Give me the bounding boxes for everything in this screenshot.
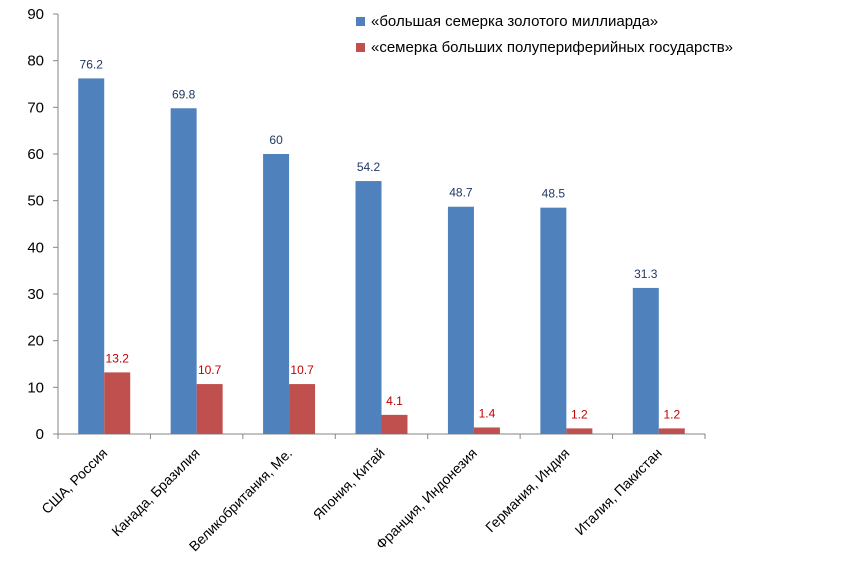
bar-golden-billion [632, 287, 659, 434]
data-label: 48.5 [542, 187, 566, 201]
y-tick-label: 80 [27, 53, 44, 70]
bar-semi-periphery [473, 427, 500, 434]
y-tick-label: 60 [27, 146, 44, 163]
bar-semi-periphery [104, 372, 131, 434]
data-label: 1.4 [479, 406, 496, 420]
legend-swatch [356, 43, 365, 52]
x-category-label: Япония, Китай [310, 445, 388, 523]
y-tick-label: 0 [36, 426, 44, 443]
legend-label: «семерка больших полупериферийных госуда… [371, 39, 733, 56]
x-category-label: Франция, Индонезия [373, 445, 480, 552]
bar-semi-periphery [196, 384, 223, 434]
y-tick-label: 40 [27, 239, 44, 256]
data-label: 48.7 [449, 186, 473, 200]
x-category-label: Канада, Бразилия [108, 445, 202, 539]
data-label: 4.1 [386, 394, 403, 408]
bar-golden-billion [170, 108, 197, 435]
bar-semi-periphery [658, 428, 685, 434]
y-tick-label: 30 [27, 286, 44, 303]
y-tick-label: 50 [27, 193, 44, 210]
x-category-label: США, Россия [38, 445, 110, 517]
y-tick-label: 10 [27, 379, 44, 396]
x-category-label: Великобритания, Ме. [186, 445, 295, 554]
data-label: 69.8 [172, 87, 196, 101]
data-labels: 76.2 69.8 60 54.2 48.7 48.5 31.3 13.2 10.7 10.7 4.… [80, 57, 681, 421]
legend-label: «большая семерка золотого миллиарда» [371, 13, 658, 30]
bar-semi-periphery [289, 384, 316, 434]
data-label: 1.2 [571, 407, 588, 421]
bars [78, 78, 685, 435]
legend: «большая семерка золотого миллиарда» «сем… [356, 13, 733, 56]
data-label: 10.7 [290, 363, 314, 377]
bar-golden-billion [447, 206, 474, 434]
bar-golden-billion [78, 78, 105, 435]
legend-swatch [356, 17, 365, 26]
data-label: 54.2 [357, 160, 381, 174]
y-tick-label: 70 [27, 99, 44, 116]
data-label: 31.3 [634, 267, 658, 281]
x-category-label: Италия, Пакистан [572, 445, 665, 538]
y-tick-label: 20 [27, 333, 44, 350]
bar-golden-billion [263, 154, 290, 434]
data-label: 60 [269, 133, 283, 147]
data-label: 76.2 [80, 57, 104, 71]
x-category-label: Германия, Индия [482, 445, 572, 535]
bar-semi-periphery [381, 414, 408, 434]
data-label: 13.2 [106, 351, 130, 365]
y-tick-label: 90 [27, 6, 44, 23]
bar-semi-periphery [566, 428, 593, 434]
data-label: 1.2 [663, 407, 680, 421]
data-label: 10.7 [198, 363, 222, 377]
bar-golden-billion [540, 207, 567, 434]
bar-golden-billion [355, 181, 382, 434]
